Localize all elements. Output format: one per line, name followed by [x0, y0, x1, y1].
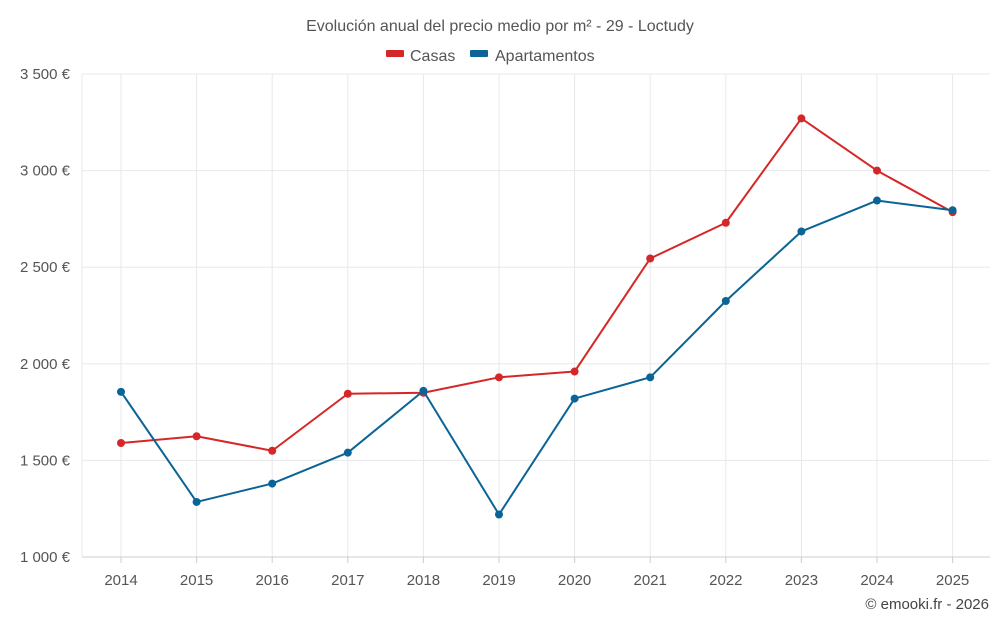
data-point-apartamentos[interactable]	[948, 206, 957, 215]
data-point-apartamentos[interactable]	[343, 448, 352, 457]
data-point-casas[interactable]	[192, 432, 201, 441]
data-point-apartamentos[interactable]	[797, 227, 806, 236]
series	[117, 114, 957, 519]
x-tick-label: 2014	[104, 572, 137, 589]
legend-label-casas: Casas	[410, 48, 455, 65]
data-point-casas[interactable]	[721, 218, 730, 227]
chart-title: Evolución anual del precio medio por m² …	[306, 18, 694, 35]
y-tick-label: 1 000 €	[20, 549, 71, 566]
data-point-apartamentos[interactable]	[268, 479, 277, 488]
data-point-casas[interactable]	[873, 166, 881, 175]
data-point-apartamentos[interactable]	[721, 297, 730, 306]
y-tick-label: 1 500 €	[20, 452, 71, 469]
legend-item-apartamentos[interactable]: Apartamentos	[470, 48, 595, 65]
y-tick-label: 3 000 €	[20, 163, 71, 180]
grid	[81, 73, 990, 557]
data-point-casas[interactable]	[268, 446, 277, 455]
x-tick-label: 2019	[482, 572, 515, 589]
data-point-casas[interactable]	[495, 373, 503, 382]
y-tick-label: 2 000 €	[20, 356, 71, 373]
x-tick-label: 2023	[785, 572, 818, 589]
data-point-apartamentos[interactable]	[117, 387, 125, 396]
x-tick-label: 2016	[256, 572, 289, 589]
legend-swatch-apartamentos	[470, 50, 488, 57]
x-tick-label: 2021	[634, 572, 667, 589]
data-point-apartamentos[interactable]	[873, 196, 881, 205]
x-tick-label: 2018	[407, 572, 440, 589]
y-tick-label: 2 500 €	[20, 259, 71, 276]
data-point-casas[interactable]	[797, 114, 806, 123]
x-tick-label: 2017	[331, 572, 364, 589]
series-line-apartamentos	[120, 199, 953, 516]
data-point-apartamentos[interactable]	[419, 386, 428, 395]
data-point-casas[interactable]	[343, 389, 352, 398]
legend-label-apartamentos: Apartamentos	[495, 48, 595, 65]
data-point-casas[interactable]	[117, 439, 125, 448]
x-tick-label: 2020	[558, 572, 591, 589]
x-tick-label: 2022	[709, 572, 742, 589]
legend-swatch-casas	[386, 50, 404, 57]
x-tick-label: 2025	[936, 572, 969, 589]
credit-text: © emooki.fr - 2026	[865, 596, 989, 613]
data-point-casas[interactable]	[570, 367, 579, 376]
data-point-apartamentos[interactable]	[646, 373, 655, 382]
data-point-apartamentos[interactable]	[192, 497, 201, 506]
y-tick-label: 3 500 €	[20, 66, 71, 83]
data-point-apartamentos[interactable]	[570, 394, 579, 403]
legend: Casas Apartamentos	[386, 48, 595, 65]
x-tick-label: 2015	[180, 572, 213, 589]
data-point-casas[interactable]	[646, 254, 655, 263]
series-line-casas	[120, 117, 954, 452]
series-casas	[117, 114, 957, 455]
legend-item-casas[interactable]: Casas	[386, 48, 455, 65]
data-point-apartamentos[interactable]	[495, 510, 503, 519]
series-apartamentos	[117, 196, 957, 519]
x-tick-label: 2024	[860, 572, 893, 589]
axes: 1 000 € 1 500 € 2 000 € 2 500 € 3 000 € 3 500…	[20, 66, 990, 589]
